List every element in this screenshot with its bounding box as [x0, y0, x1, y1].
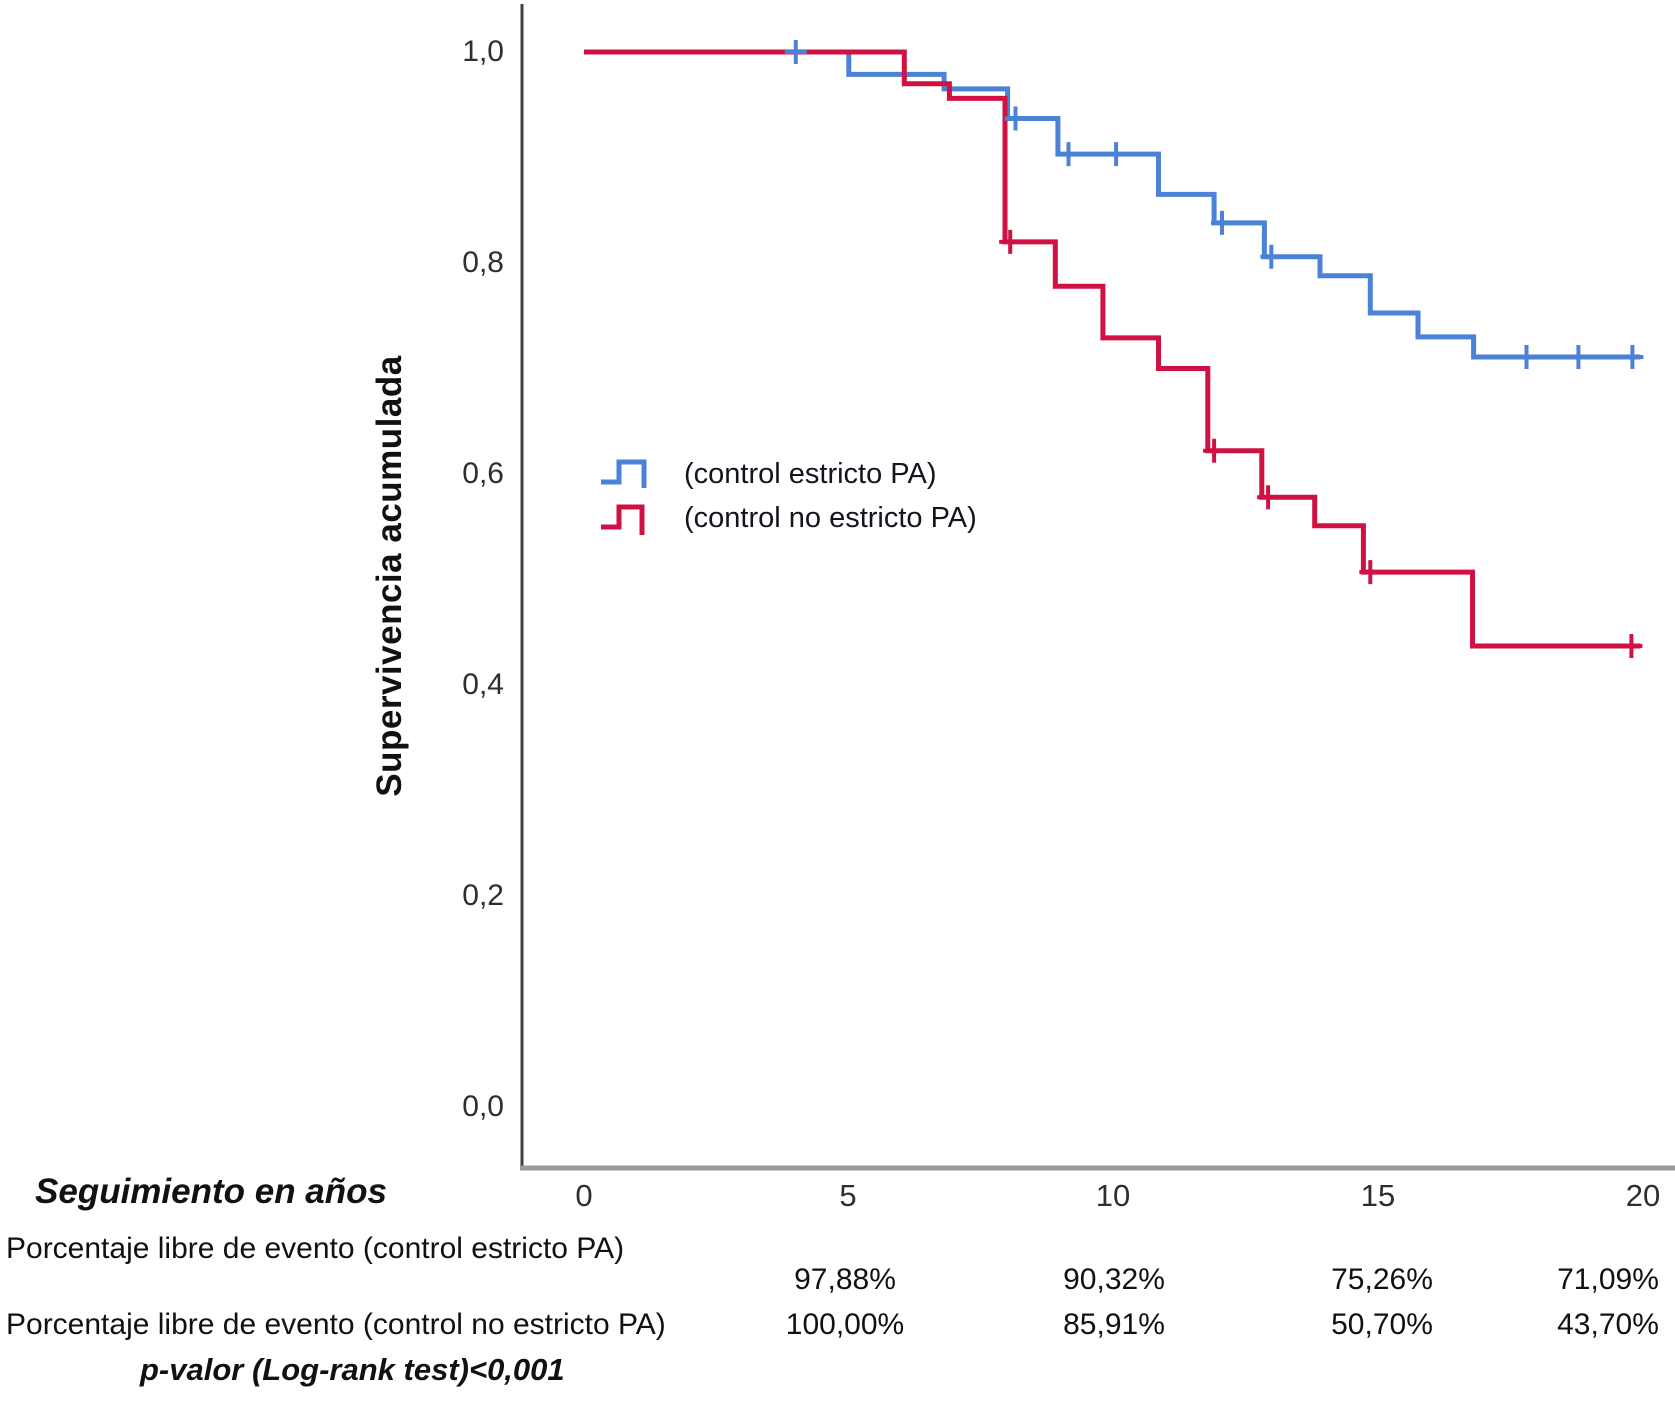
x-tick-label: 0 — [575, 1178, 593, 1213]
pct-estricto-y5: 97,88% — [794, 1263, 896, 1296]
pct-no-estricto-y10: 85,91% — [1063, 1308, 1165, 1341]
pct-estricto-y10: 90,32% — [1063, 1263, 1165, 1296]
censor-marks-series-0 — [784, 40, 1644, 369]
table-row-label-estricto: Porcentaje libre de evento (control estr… — [6, 1232, 625, 1265]
legend: (control estricto PA) (control no estric… — [598, 452, 977, 540]
y-tick-label: 0,8 — [462, 246, 504, 279]
x-tick-label: 20 — [1625, 1178, 1661, 1213]
pct-no-estricto-y20: 43,70% — [1557, 1308, 1659, 1341]
y-tick-label: 0,0 — [462, 1090, 504, 1123]
km-curve-series-1 — [584, 49, 1641, 649]
legend-item-estricto: (control estricto PA) — [598, 452, 977, 496]
legend-label-estricto: (control estricto PA) — [684, 457, 937, 490]
x-tick-label: 5 — [839, 1178, 857, 1213]
step-line-swatch-red-icon — [601, 504, 645, 535]
legend-label-no-estricto: (control no estricto PA) — [684, 501, 977, 534]
x-tick-label: 10 — [1095, 1178, 1131, 1213]
y-tick-label: 0,2 — [462, 879, 504, 912]
y-tick-label: 0,4 — [462, 668, 504, 701]
censor-marks-series-1 — [999, 229, 1643, 658]
table-row-label-no-estricto: Porcentaje libre de evento (control no e… — [6, 1308, 666, 1341]
km-curve-series-0 — [584, 49, 1641, 360]
step-line-swatch-blue-icon — [601, 459, 647, 488]
y-tick-label: 1,0 — [462, 35, 504, 68]
x-tick-label: 15 — [1360, 1178, 1396, 1213]
pct-no-estricto-y15: 50,70% — [1331, 1308, 1433, 1341]
pct-estricto-y20: 71,09% — [1557, 1263, 1659, 1296]
km-curves-layer — [584, 49, 1641, 649]
pct-no-estricto-y5: 100,00% — [785, 1308, 905, 1341]
legend-item-no-estricto: (control no estricto PA) — [598, 496, 977, 540]
y-tick-label: 0,6 — [462, 457, 504, 490]
x-axis-title: Seguimiento en años — [35, 1172, 387, 1211]
pct-estricto-y15: 75,26% — [1331, 1263, 1433, 1296]
y-axis-title: Supervivencia acumulada — [370, 355, 409, 797]
censor-marks-layer — [784, 40, 1644, 658]
p-value-note: p-valor (Log-rank test)<0,001 — [140, 1352, 565, 1387]
